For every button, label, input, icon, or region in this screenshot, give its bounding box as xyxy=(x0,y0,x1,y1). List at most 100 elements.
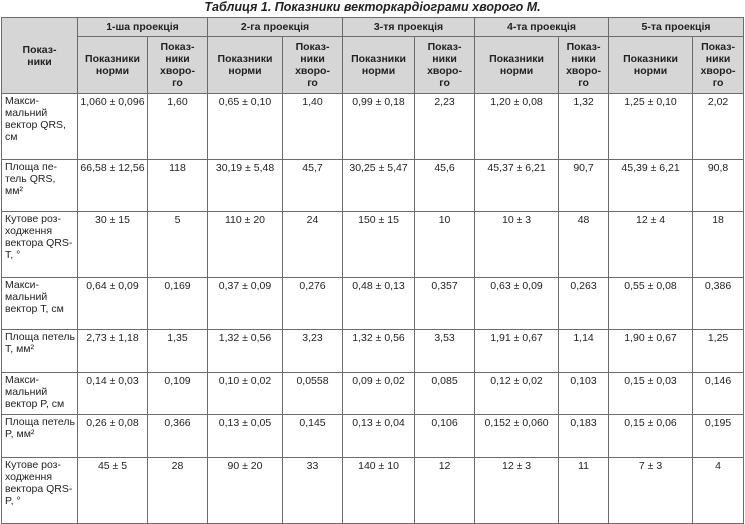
patient-value-cell: 2,02 xyxy=(692,93,745,160)
norm-value-cell: 1,060 ± 0,096 xyxy=(77,93,148,160)
header-row-subcolumns: Показники норми Показ- ники хворо- го По… xyxy=(2,36,745,94)
header-norm: Показники норми xyxy=(474,36,560,94)
row-label: Кутове роз- ходження вектора QRS-T, ° xyxy=(1,211,78,278)
patient-value-cell: 1,32 xyxy=(558,93,610,160)
norm-value-cell: 45 ± 5 xyxy=(77,457,148,524)
table-body: Макси- мальний вектор QRS, см 1,060 ± 0,0… xyxy=(1,93,745,524)
table-row: Площа пе- тель QRS, мм² 66,58 ± 12,56 118 3… xyxy=(1,159,745,212)
patient-value-cell: 1,25 xyxy=(692,329,745,373)
patient-value-cell: 0,263 xyxy=(558,277,610,330)
patient-value-cell: 1,35 xyxy=(146,329,209,373)
patient-value-cell: 11 xyxy=(558,457,610,524)
norm-value-cell: 1,25 ± 0,10 xyxy=(608,93,694,160)
patient-value-cell: 0,085 xyxy=(414,372,476,415)
patient-value-cell: 24 xyxy=(282,211,344,278)
row-label: Макси- мальний вектор QRS, см xyxy=(1,93,78,160)
patient-value-cell: 0,0558 xyxy=(282,372,344,415)
norm-value-cell: 1,32 ± 0,56 xyxy=(207,329,284,373)
vectorcardiogram-table: Показ- ники 1-ша проекція 2-га проекція … xyxy=(1,17,745,524)
norm-value-cell: 45,37 ± 6,21 xyxy=(474,159,560,212)
norm-value-cell: 0,10 ± 0,02 xyxy=(207,372,284,415)
header-projection: 2-га проекція xyxy=(207,17,344,37)
patient-value-cell: 3,23 xyxy=(282,329,344,373)
row-label: Площа пе- тель QRS, мм² xyxy=(1,159,78,212)
patient-value-cell: 0,109 xyxy=(146,372,209,415)
norm-value-cell: 0,12 ± 0,02 xyxy=(474,372,560,415)
patient-value-cell: 1,60 xyxy=(146,93,209,160)
table-row: Макси- мальний вектор QRS, см 1,060 ± 0,0… xyxy=(1,93,745,160)
norm-value-cell: 1,32 ± 0,56 xyxy=(342,329,416,373)
patient-value-cell: 10 xyxy=(414,211,476,278)
patient-value-cell: 5 xyxy=(146,211,209,278)
norm-value-cell: 1,90 ± 0,67 xyxy=(608,329,694,373)
norm-value-cell: 110 ± 20 xyxy=(207,211,284,278)
norm-value-cell: 2,73 ± 1,18 xyxy=(77,329,148,373)
header-norm: Показники норми xyxy=(207,36,284,94)
patient-value-cell: 1,40 xyxy=(282,93,344,160)
patient-value-cell: 0,146 xyxy=(692,372,745,415)
norm-value-cell: 90 ± 20 xyxy=(207,457,284,524)
patient-value-cell: 4 xyxy=(692,457,745,524)
norm-value-cell: 30,25 ± 5,47 xyxy=(342,159,416,212)
row-label: Площа петель T, мм² xyxy=(1,329,78,373)
norm-value-cell: 0,15 ± 0,03 xyxy=(608,372,694,415)
norm-value-cell: 0,14 ± 0,03 xyxy=(77,372,148,415)
patient-value-cell: 0,357 xyxy=(414,277,476,330)
norm-value-cell: 7 ± 3 xyxy=(608,457,694,524)
patient-value-cell: 45,6 xyxy=(414,159,476,212)
row-label: Макси- мальний вектор P, см xyxy=(1,372,78,415)
header-norm: Показники норми xyxy=(342,36,416,94)
patient-value-cell: 0,366 xyxy=(146,414,209,458)
norm-value-cell: 0,13 ± 0,05 xyxy=(207,414,284,458)
header-projection: 4-та проекція xyxy=(474,17,610,37)
patient-value-cell: 48 xyxy=(558,211,610,278)
patient-value-cell: 45,7 xyxy=(282,159,344,212)
norm-value-cell: 0,55 ± 0,08 xyxy=(608,277,694,330)
table-row: Площа петель T, мм² 2,73 ± 1,18 1,35 1,32 ±… xyxy=(1,329,745,373)
patient-value-cell: 0,169 xyxy=(146,277,209,330)
norm-value-cell: 0,48 ± 0,13 xyxy=(342,277,416,330)
norm-value-cell: 12 ± 3 xyxy=(474,457,560,524)
row-label: Макси- мальний вектор T, см xyxy=(1,277,78,330)
norm-value-cell: 150 ± 15 xyxy=(342,211,416,278)
patient-value-cell: 90,8 xyxy=(692,159,745,212)
norm-value-cell: 0,99 ± 0,18 xyxy=(342,93,416,160)
patient-value-cell: 0,195 xyxy=(692,414,745,458)
table-row: Площа петель P, мм² 0,26 ± 0,08 0,366 0,13 … xyxy=(1,414,745,458)
header-param: Показ- ники xyxy=(1,17,78,94)
norm-value-cell: 45,39 ± 6,21 xyxy=(608,159,694,212)
header-patient: Показ- ники хворо- го xyxy=(692,36,745,94)
norm-value-cell: 0,15 ± 0,06 xyxy=(608,414,694,458)
norm-value-cell: 10 ± 3 xyxy=(474,211,560,278)
header-norm: Показники норми xyxy=(77,36,148,94)
patient-value-cell: 0,106 xyxy=(414,414,476,458)
norm-value-cell: 66,58 ± 12,56 xyxy=(77,159,148,212)
table-row: Макси- мальний вектор T, см 0,64 ± 0,09 0,… xyxy=(1,277,745,330)
header-patient: Показ- ники хворо- го xyxy=(146,36,209,94)
norm-value-cell: 0,37 ± 0,09 xyxy=(207,277,284,330)
header-projection: 1-ша проекція xyxy=(76,17,209,37)
patient-value-cell: 0,183 xyxy=(558,414,610,458)
table-caption: Таблиця 1. Показники векторкардіограми х… xyxy=(204,0,541,14)
norm-value-cell: 0,26 ± 0,08 xyxy=(77,414,148,458)
patient-value-cell: 12 xyxy=(414,457,476,524)
patient-value-cell: 28 xyxy=(146,457,209,524)
patient-value-cell: 90,7 xyxy=(558,159,610,212)
norm-value-cell: 140 ± 10 xyxy=(342,457,416,524)
header-projection: 5-та проекція xyxy=(608,17,745,37)
norm-value-cell: 1,20 ± 0,08 xyxy=(474,93,560,160)
patient-value-cell: 18 xyxy=(692,211,745,278)
header-projection: 3-тя проекція xyxy=(342,17,476,37)
table-row: Макси- мальний вектор P, см 0,14 ± 0,03 0,… xyxy=(1,372,745,415)
row-label: Площа петель P, мм² xyxy=(1,414,78,458)
patient-value-cell: 1,14 xyxy=(558,329,610,373)
header-patient: Показ- ники хворо- го xyxy=(414,36,476,94)
table-row: Кутове роз- ходження вектора QRS-P, ° 45 … xyxy=(1,457,745,524)
patient-value-cell: 0,103 xyxy=(558,372,610,415)
patient-value-cell: 33 xyxy=(282,457,344,524)
header-norm: Показники норми xyxy=(608,36,694,94)
norm-value-cell: 1,91 ± 0,67 xyxy=(474,329,560,373)
patient-value-cell: 0,276 xyxy=(282,277,344,330)
norm-value-cell: 0,13 ± 0,04 xyxy=(342,414,416,458)
norm-value-cell: 0,64 ± 0,09 xyxy=(77,277,148,330)
